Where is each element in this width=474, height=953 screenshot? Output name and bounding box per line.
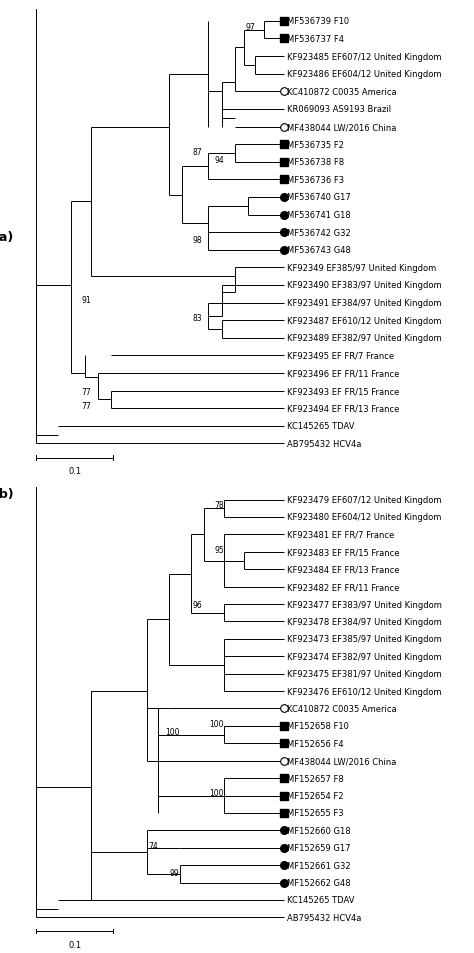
Text: KF923482 EF FR/11 France: KF923482 EF FR/11 France bbox=[287, 582, 400, 592]
Text: AB795432 HCV4a: AB795432 HCV4a bbox=[287, 439, 362, 449]
Text: AB795432 HCV4a: AB795432 HCV4a bbox=[287, 913, 362, 922]
Text: 0.1: 0.1 bbox=[68, 940, 81, 949]
Text: MF536736 F3: MF536736 F3 bbox=[287, 175, 344, 185]
Text: KF923494 EF FR/13 France: KF923494 EF FR/13 France bbox=[287, 404, 400, 414]
Text: MF152659 G17: MF152659 G17 bbox=[287, 843, 351, 852]
Text: 100: 100 bbox=[210, 719, 224, 728]
Text: MF152660 G18: MF152660 G18 bbox=[287, 826, 351, 835]
Text: MF536740 G17: MF536740 G17 bbox=[287, 193, 351, 202]
Text: 74: 74 bbox=[148, 841, 157, 850]
Text: 77: 77 bbox=[82, 388, 91, 396]
Text: KF923474 EF382/97 United Kingdom: KF923474 EF382/97 United Kingdom bbox=[287, 652, 442, 661]
Text: (b): (b) bbox=[0, 488, 14, 501]
Text: KR069093 AS9193 Brazil: KR069093 AS9193 Brazil bbox=[287, 105, 391, 114]
Text: MF536735 F2: MF536735 F2 bbox=[287, 140, 344, 150]
Text: KF923491 EF384/97 United Kingdom: KF923491 EF384/97 United Kingdom bbox=[287, 299, 442, 308]
Text: KC410872 C0035 America: KC410872 C0035 America bbox=[287, 88, 397, 96]
Text: 95: 95 bbox=[214, 545, 224, 554]
Text: 91: 91 bbox=[82, 295, 91, 304]
Text: KF923495 EF FR/7 France: KF923495 EF FR/7 France bbox=[287, 352, 394, 360]
Text: KC145265 TDAV: KC145265 TDAV bbox=[287, 896, 355, 904]
Text: KC145265 TDAV: KC145265 TDAV bbox=[287, 422, 355, 431]
Text: KF923476 EF610/12 United Kingdom: KF923476 EF610/12 United Kingdom bbox=[287, 687, 442, 696]
Text: KF923489 EF382/97 United Kingdom: KF923489 EF382/97 United Kingdom bbox=[287, 334, 442, 343]
Text: MF438044 LW/2016 China: MF438044 LW/2016 China bbox=[287, 123, 396, 132]
Text: MF152655 F3: MF152655 F3 bbox=[287, 808, 344, 818]
Text: KF923493 EF FR/15 France: KF923493 EF FR/15 France bbox=[287, 387, 400, 395]
Text: 83: 83 bbox=[192, 314, 202, 323]
Text: KF923480 EF604/12 United Kingdom: KF923480 EF604/12 United Kingdom bbox=[287, 513, 441, 522]
Text: KC410872 C0035 America: KC410872 C0035 America bbox=[287, 704, 397, 713]
Text: 98: 98 bbox=[192, 235, 202, 245]
Text: MF152661 G32: MF152661 G32 bbox=[287, 861, 351, 870]
Text: 100: 100 bbox=[210, 788, 224, 798]
Text: KF923483 EF FR/15 France: KF923483 EF FR/15 France bbox=[287, 548, 400, 557]
Text: MF536741 G18: MF536741 G18 bbox=[287, 211, 351, 220]
Text: MF152662 G48: MF152662 G48 bbox=[287, 878, 351, 887]
Text: MF536739 F10: MF536739 F10 bbox=[287, 17, 349, 27]
Text: 100: 100 bbox=[165, 727, 180, 736]
Text: 77: 77 bbox=[82, 401, 91, 411]
Text: MF152658 F10: MF152658 F10 bbox=[287, 721, 349, 731]
Text: 78: 78 bbox=[214, 500, 224, 510]
Text: 0.1: 0.1 bbox=[68, 467, 81, 476]
Text: KF923490 EF383/97 United Kingdom: KF923490 EF383/97 United Kingdom bbox=[287, 281, 442, 290]
Text: MF536737 F4: MF536737 F4 bbox=[287, 35, 344, 44]
Text: MF536742 G32: MF536742 G32 bbox=[287, 229, 351, 237]
Text: KF923473 EF385/97 United Kingdom: KF923473 EF385/97 United Kingdom bbox=[287, 635, 442, 643]
Text: MF152656 F4: MF152656 F4 bbox=[287, 739, 344, 748]
Text: KF923479 EF607/12 United Kingdom: KF923479 EF607/12 United Kingdom bbox=[287, 496, 442, 504]
Text: 87: 87 bbox=[192, 148, 202, 156]
Text: KF92349 EF385/97 United Kingdom: KF92349 EF385/97 United Kingdom bbox=[287, 264, 437, 273]
Text: MF152654 F2: MF152654 F2 bbox=[287, 791, 344, 801]
Text: KF923481 EF FR/7 France: KF923481 EF FR/7 France bbox=[287, 530, 394, 539]
Text: KF923487 EF610/12 United Kingdom: KF923487 EF610/12 United Kingdom bbox=[287, 316, 442, 325]
Text: (a): (a) bbox=[0, 231, 14, 244]
Text: KF923486 EF604/12 United Kingdom: KF923486 EF604/12 United Kingdom bbox=[287, 71, 442, 79]
Text: 94: 94 bbox=[214, 155, 224, 165]
Text: MF152657 F8: MF152657 F8 bbox=[287, 774, 344, 782]
Text: 99: 99 bbox=[170, 867, 180, 877]
Text: MF536738 F8: MF536738 F8 bbox=[287, 158, 344, 167]
Text: KF923478 EF384/97 United Kingdom: KF923478 EF384/97 United Kingdom bbox=[287, 618, 442, 626]
Text: 97: 97 bbox=[245, 23, 255, 31]
Text: KF923485 EF607/12 United Kingdom: KF923485 EF607/12 United Kingdom bbox=[287, 52, 442, 62]
Text: MF536743 G48: MF536743 G48 bbox=[287, 246, 351, 255]
Text: KF923475 EF381/97 United Kingdom: KF923475 EF381/97 United Kingdom bbox=[287, 669, 442, 679]
Text: 96: 96 bbox=[192, 599, 202, 609]
Text: KF923484 EF FR/13 France: KF923484 EF FR/13 France bbox=[287, 565, 400, 574]
Text: KF923477 EF383/97 United Kingdom: KF923477 EF383/97 United Kingdom bbox=[287, 599, 442, 609]
Text: MF438044 LW/2016 China: MF438044 LW/2016 China bbox=[287, 757, 396, 765]
Text: KF923496 EF FR/11 France: KF923496 EF FR/11 France bbox=[287, 369, 400, 378]
